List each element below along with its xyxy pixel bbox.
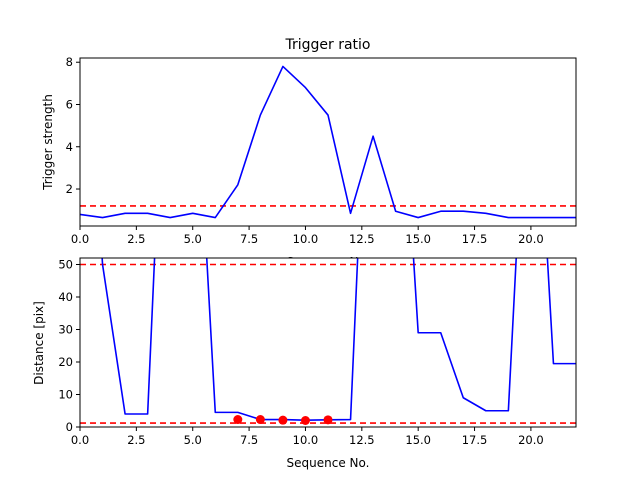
data-point-marker	[278, 415, 288, 425]
y-tick-label: 10	[58, 388, 73, 402]
axes-frame	[79, 257, 577, 428]
x-axis-label: Sequence No.	[287, 456, 370, 470]
x-tick-label: 2.5	[127, 232, 145, 246]
y-tick-label: 6	[66, 97, 73, 111]
plot-content	[80, 258, 576, 425]
y-tick-label: 0	[66, 420, 73, 434]
x-tick-label: 7.5	[240, 433, 258, 447]
x-tick-label: 7.5	[240, 232, 258, 246]
x-tick-label: 20.0	[518, 232, 544, 246]
x-tick-label: 12.5	[349, 433, 375, 447]
y-tick-label: 50	[58, 258, 73, 272]
series-line	[80, 65, 576, 219]
y-tick-label: 20	[58, 355, 73, 369]
data-point-marker	[300, 416, 310, 425]
x-tick-label: 17.5	[462, 433, 488, 447]
x-tick-label: 15.0	[405, 232, 431, 246]
plot-area	[80, 58, 576, 226]
y-tick-label: 30	[58, 323, 73, 337]
x-tick-label: 0.0	[71, 433, 89, 447]
y-axis-label: Trigger strength	[41, 94, 55, 191]
distance-chart: Distance [pix] Sequence No. 0.0 2.5 5.0 7.5…	[32, 257, 577, 470]
x-tick-label: 15.0	[405, 433, 431, 447]
x-tick-label: 20.0	[518, 433, 544, 447]
x-tick-label: 2.5	[127, 433, 145, 447]
y-tick-label: 8	[66, 55, 73, 69]
trigger-ratio-chart: Trigger ratio Trigger strength Sequence …	[41, 37, 577, 269]
data-point-marker	[233, 415, 243, 425]
x-tick-label: 17.5	[462, 232, 488, 246]
y-axis-label: Distance [pix]	[32, 301, 46, 385]
data-point-marker	[323, 415, 333, 425]
plot-content	[80, 65, 576, 219]
x-tick-label: 10.0	[293, 232, 319, 246]
x-tick-label: 0.0	[71, 232, 89, 246]
x-tick-label: 12.5	[349, 232, 375, 246]
data-point-marker	[255, 415, 265, 425]
chart-title: Trigger ratio	[284, 37, 370, 53]
y-tick-label: 40	[58, 290, 73, 304]
y-tick-label: 2	[66, 182, 73, 196]
axes-frame	[79, 57, 577, 227]
y-tick-label: 4	[66, 140, 73, 154]
x-tick-label: 5.0	[184, 232, 202, 246]
x-tick-label: 10.0	[293, 433, 319, 447]
plot-area	[80, 258, 576, 427]
x-tick-label: 5.0	[184, 433, 202, 447]
